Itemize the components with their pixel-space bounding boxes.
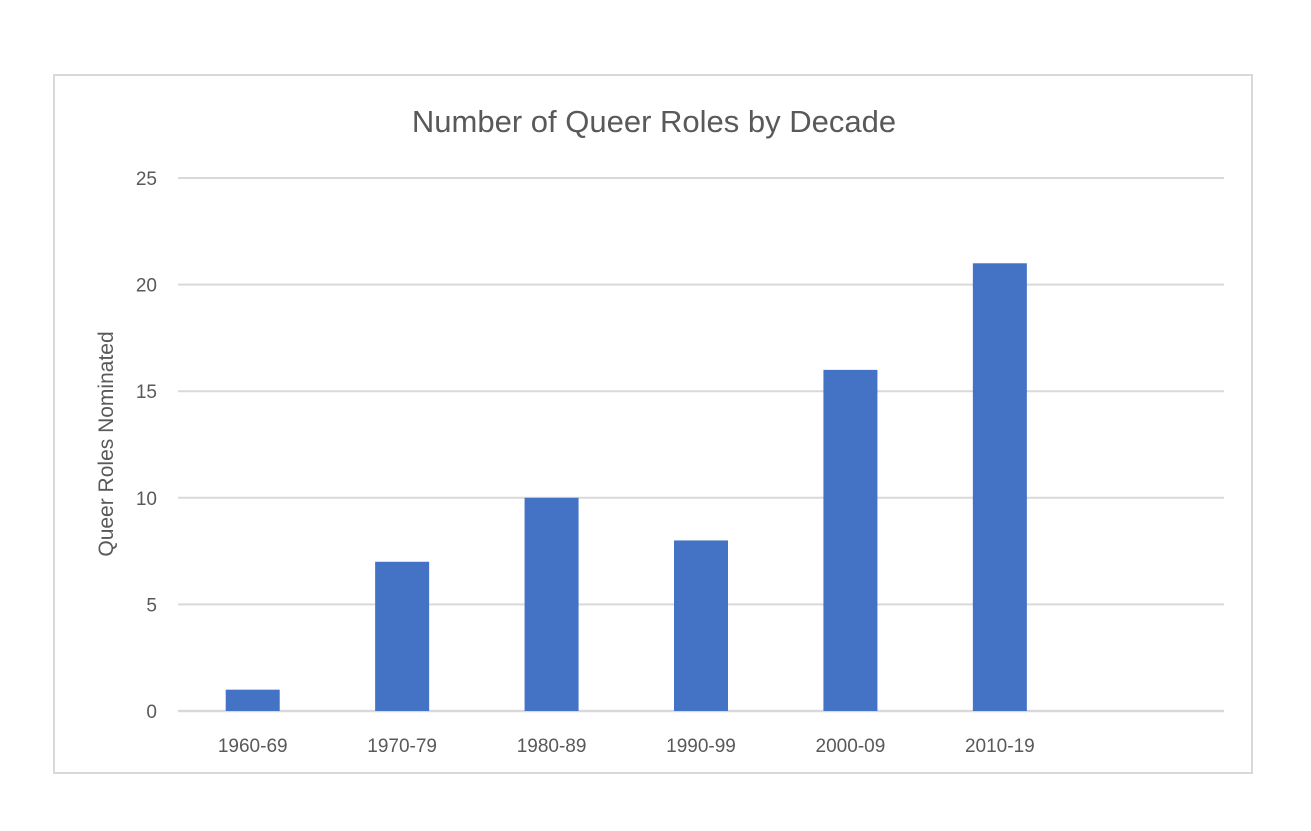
y-axis-ticks: 0 5 10 15 20 25 — [136, 169, 157, 723]
y-tick-label: 25 — [136, 169, 157, 190]
bar-1970-79 — [375, 561, 430, 711]
gridlines — [178, 177, 1224, 713]
y-tick-label: 15 — [136, 382, 157, 403]
bar-1960-69 — [225, 689, 280, 711]
y-tick-label: 20 — [136, 276, 157, 297]
x-tick-label: 1970-79 — [367, 736, 437, 757]
y-tick-label: 0 — [146, 702, 157, 723]
bar-1980-89 — [524, 497, 579, 711]
x-tick-label: 1980-89 — [517, 736, 587, 757]
chart-area — [53, 74, 1253, 774]
x-tick-label: 1960-69 — [218, 736, 288, 757]
x-axis-ticks: 1960-69 1970-79 1980-89 1990-99 2000-09 2010-… — [218, 736, 1035, 757]
x-tick-label: 1990-99 — [666, 736, 736, 757]
y-tick-label: 10 — [136, 489, 157, 510]
x-tick-label: 2010-19 — [965, 736, 1035, 757]
y-axis-label: Queer Roles Nominated — [95, 331, 118, 556]
chart-title: Number of Queer Roles by Decade — [412, 104, 896, 139]
x-tick-label: 2000-09 — [816, 736, 886, 757]
y-tick-label: 5 — [146, 595, 157, 616]
bar-1990-99 — [674, 540, 728, 711]
bar-2000-09 — [823, 369, 878, 711]
bar-2010-19 — [972, 263, 1027, 711]
bars — [225, 263, 1027, 711]
